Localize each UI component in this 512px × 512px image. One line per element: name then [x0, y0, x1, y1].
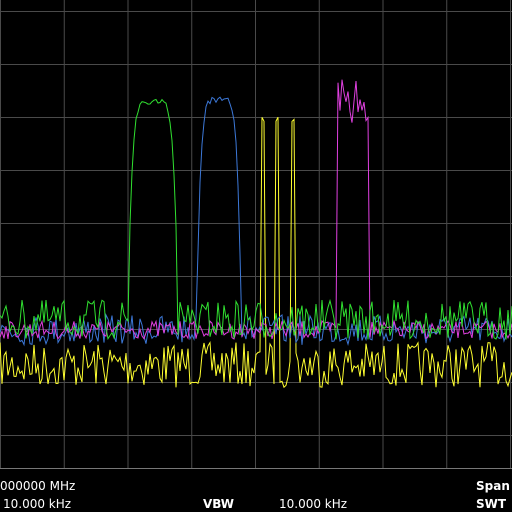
blue-trace [0, 96, 512, 347]
vbw-value: 10.000 kHz [279, 497, 348, 511]
rbw-value: 10.000 kHz [3, 497, 72, 511]
swt-label: SWT [476, 497, 507, 511]
magenta-trace [0, 79, 512, 340]
green-trace [0, 98, 512, 341]
yellow-trace [0, 116, 512, 389]
center-frequency: 000000 MHz [0, 479, 76, 493]
span-label: Span [476, 479, 510, 493]
spectrum-plot [0, 0, 512, 469]
vbw-label: VBW [203, 497, 235, 511]
